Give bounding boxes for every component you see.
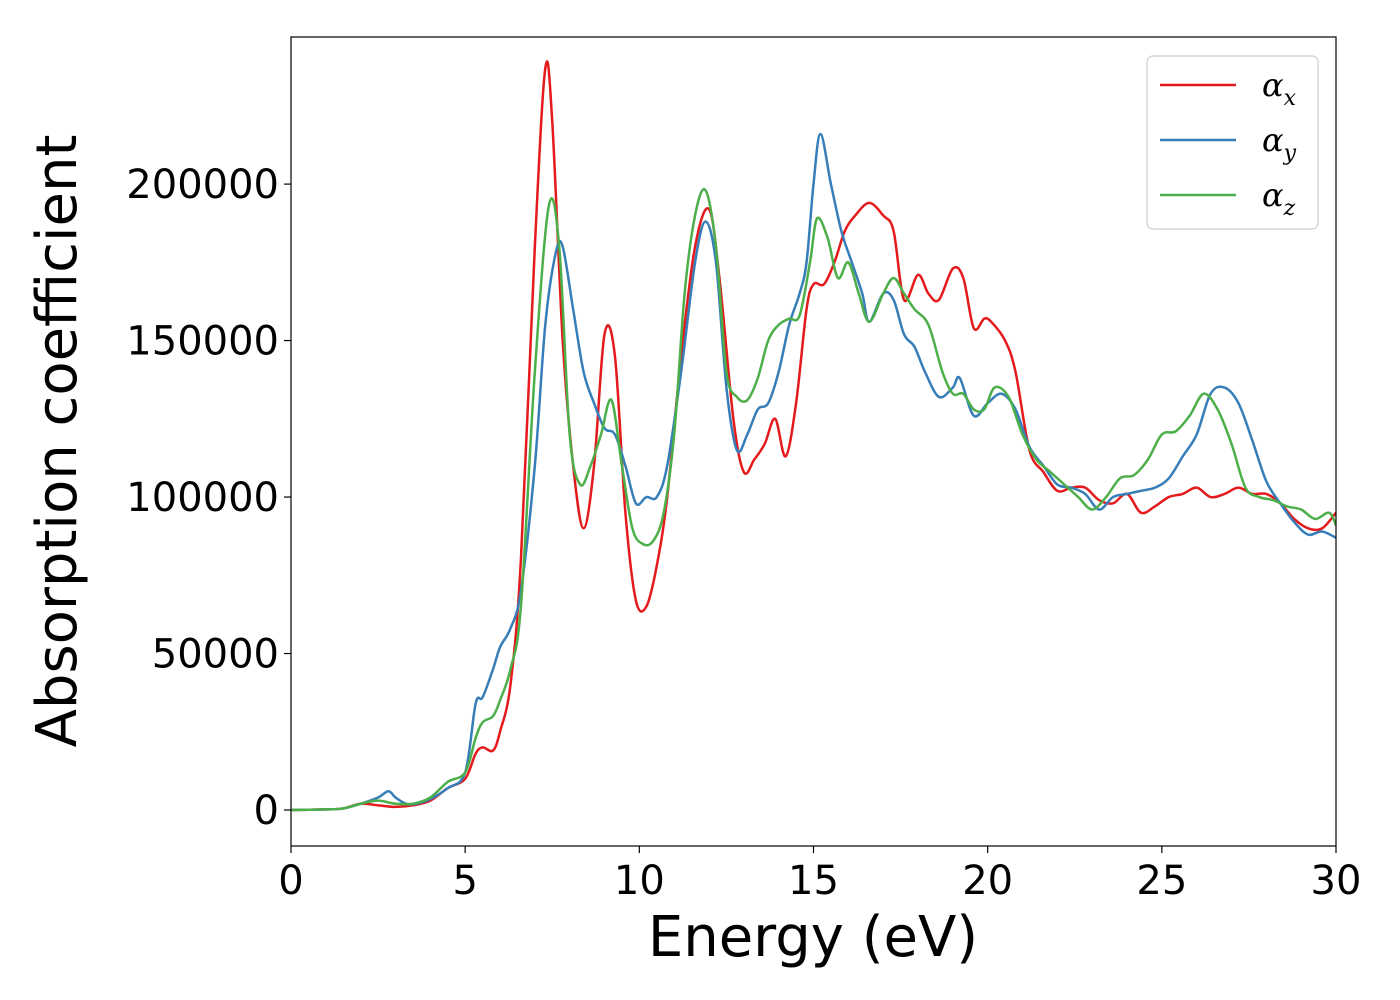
x-tick-label: 5 bbox=[452, 858, 477, 904]
y-tick-label: 50000 bbox=[152, 632, 279, 678]
legend-symbol: α bbox=[1262, 121, 1284, 159]
series-line-y bbox=[291, 132, 1336, 812]
legend-symbol: α bbox=[1262, 66, 1284, 104]
x-tick-label: 10 bbox=[614, 858, 665, 904]
y-tick-label: 150000 bbox=[126, 319, 279, 365]
plot-frame bbox=[290, 36, 1337, 847]
axis-ticks: 0 5 10 15 20 25 30 0 50000 100000 150000 200000 bbox=[126, 162, 1361, 904]
series-line-z bbox=[291, 187, 1336, 812]
legend-label-x: αx bbox=[1262, 66, 1297, 111]
x-tick-label: 15 bbox=[788, 858, 839, 904]
x-axis-label: Energy (eV) bbox=[648, 905, 978, 970]
legend-subscript: z bbox=[1283, 196, 1296, 221]
x-tick-label: 30 bbox=[1311, 858, 1362, 904]
legend-label-y: αy bbox=[1262, 121, 1297, 166]
x-tick-label: 0 bbox=[278, 858, 303, 904]
legend-subscript: x bbox=[1284, 86, 1297, 111]
plot-area bbox=[291, 60, 1336, 812]
y-tick-label: 200000 bbox=[126, 162, 279, 208]
legend-label-z: αz bbox=[1262, 176, 1296, 221]
legend-box bbox=[1146, 55, 1319, 230]
y-tick-label: 0 bbox=[254, 788, 279, 834]
y-tick-label: 100000 bbox=[126, 475, 279, 521]
legend-symbol: α bbox=[1262, 176, 1284, 214]
x-tick-label: 25 bbox=[1136, 858, 1187, 904]
x-tick-label: 20 bbox=[962, 858, 1013, 904]
y-axis-label: Absorption coefficient bbox=[25, 135, 90, 748]
legend-subscript: y bbox=[1283, 141, 1297, 166]
